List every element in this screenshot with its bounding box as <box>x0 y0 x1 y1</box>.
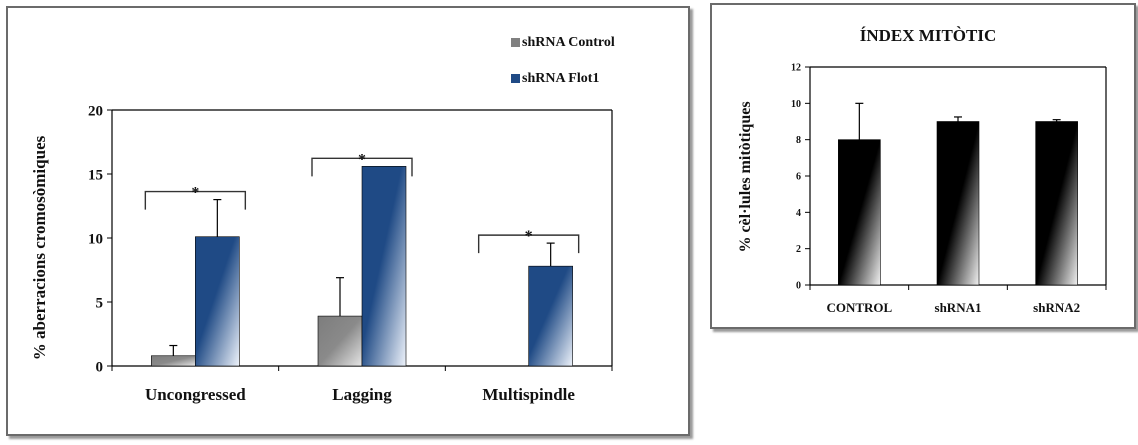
plot-area: 0 2 4 6 8 10 12 CONTROL shRNA1 shRNA2 <box>791 63 1107 315</box>
significance-asterisk: * <box>525 228 533 245</box>
significance-asterisk: * <box>191 185 199 202</box>
legend-label-control: shRNA Control <box>522 35 615 50</box>
y-tick-label: 5 <box>96 295 104 311</box>
y-tick-label: 0 <box>796 281 801 292</box>
x-tick-label: Multispindle <box>482 385 575 404</box>
x-tick-label: Uncongressed <box>145 385 246 404</box>
bar <box>528 265 573 367</box>
x-tick-label: CONTROL <box>826 300 892 315</box>
legend-swatch-control <box>511 38 520 47</box>
x-tick-label: shRNA2 <box>1033 300 1080 315</box>
y-tick-label: 10 <box>88 231 103 247</box>
bar <box>1035 121 1078 286</box>
bar <box>838 139 881 286</box>
y-tick-label: 0 <box>96 359 104 375</box>
y-tick-label: 10 <box>791 99 801 110</box>
legend: shRNA Control shRNA Flot1 <box>511 35 615 86</box>
y-tick-label: 2 <box>796 244 801 255</box>
y-axis-label: % aberracions cromosòmiques <box>30 135 49 360</box>
significance-bracket <box>477 234 580 254</box>
bar <box>195 236 240 367</box>
x-tick-label: Lagging <box>332 385 392 404</box>
mitotic-index-bar-chart: ÍNDEX MITÒTIC % cèl·lules mitòtiques 0 2 4… <box>737 26 1107 315</box>
bar <box>361 166 407 367</box>
y-tick-label: 6 <box>796 172 801 183</box>
y-tick-label: 4 <box>796 208 801 219</box>
bar <box>151 355 196 367</box>
bar <box>317 315 363 367</box>
bar <box>936 121 980 286</box>
y-tick-label: 8 <box>796 135 801 146</box>
x-tick-label: shRNA1 <box>935 300 982 315</box>
chart-panel-aberrations: % aberracions cromosòmiques shRNA Contro… <box>6 6 690 436</box>
significance-bracket <box>311 157 413 177</box>
chart-title: ÍNDEX MITÒTIC <box>860 26 997 45</box>
y-tick-label: 20 <box>88 103 103 119</box>
aberrations-bar-chart: % aberracions cromosòmiques shRNA Contro… <box>30 35 615 404</box>
legend-label-flot1: shRNA Flot1 <box>522 71 599 86</box>
y-axis-label: % cèl·lules mitòtiques <box>737 101 754 252</box>
significance-asterisk: * <box>358 151 366 168</box>
y-tick-label: 12 <box>791 63 801 74</box>
plot-area: 0 5 10 15 20 Uncongressed Lagging Multispindle *… <box>88 103 613 404</box>
y-tick-label: 15 <box>88 167 103 183</box>
significance-bracket <box>144 190 247 210</box>
legend-swatch-flot1 <box>511 74 520 83</box>
chart-panel-mitotic-index: ÍNDEX MITÒTIC % cèl·lules mitòtiques 0 2 4… <box>710 3 1136 329</box>
